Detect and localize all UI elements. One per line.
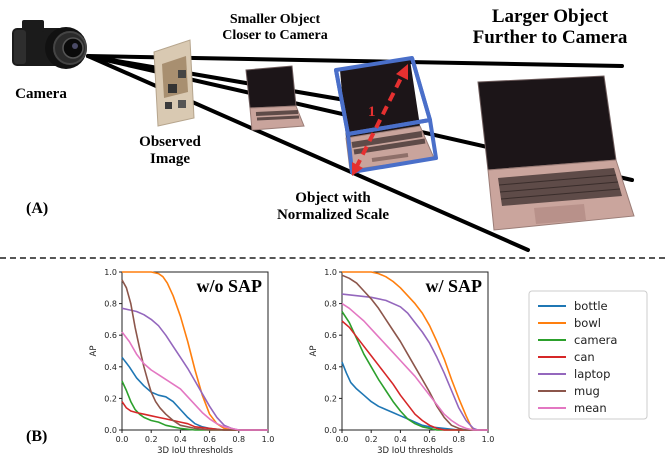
legend-label-bottle: bottle [574, 299, 608, 313]
panel-divider [0, 257, 665, 259]
x-tick-label: 0.4 [394, 435, 407, 444]
series-line-bowl [342, 271, 488, 431]
series-line-laptop [341, 293, 488, 431]
normalized-laptop-icon [340, 60, 435, 171]
small-object-label-line2: Closer to Camera [222, 27, 328, 43]
y-tick-label: 0.0 [324, 426, 337, 435]
series-line-can [341, 320, 488, 431]
series-line-mean [121, 331, 268, 431]
camera-label: Camera [15, 86, 67, 102]
perspective-diagram [12, 20, 635, 252]
legend-label-can: can [574, 350, 595, 364]
x-tick-label: 0.8 [232, 435, 245, 444]
normalized-bounding-box [334, 56, 438, 174]
y-tick-label: 0.8 [104, 300, 117, 309]
y-axis-label: AP [309, 346, 319, 357]
observed-image-plane [153, 39, 195, 127]
panel-b-tag: (B) [26, 428, 48, 445]
camera-icon [12, 20, 87, 69]
legend-label-mug: mug [574, 384, 600, 398]
y-tick-label: 1.0 [324, 268, 337, 277]
chart-with-sap: 0.0 0.2 0.4 0.6 0.8 1.0 0.0 0.2 0.4 0.6 0.8 1.0 3D I… [309, 268, 495, 456]
x-tick-label: 0.0 [336, 435, 349, 444]
x-tick-label: 0.8 [452, 435, 465, 444]
legend-label-laptop: laptop [574, 367, 610, 381]
observed-image-label-line1: Observed [139, 134, 201, 150]
chart-title: w/ SAP [425, 276, 482, 296]
normalized-scale-label-line2: Normalized Scale [276, 206, 390, 223]
large-laptop-icon [477, 75, 635, 231]
observed-image-label-line2: Image [150, 150, 190, 167]
legend-label-mean: mean [574, 401, 607, 415]
plot-frame [341, 271, 489, 431]
y-tick-label: 0.2 [324, 394, 337, 403]
normalized-scale-label: Object with Normalized Scale [248, 190, 418, 224]
series-line-camera [341, 311, 488, 431]
x-tick-label: 1.0 [482, 435, 495, 444]
chart-title: w/o SAP [196, 276, 262, 296]
legend-label-camera: camera [574, 333, 617, 347]
normalized-scale-label-line1: Object with [295, 190, 371, 206]
x-axis-label: 3D IoU thresholds [377, 446, 453, 456]
chart-legend: bottle bowl camera can laptop mug mean [528, 290, 648, 420]
x-tick-label: 0.2 [145, 435, 158, 444]
y-tick-label: 0.2 [104, 394, 117, 403]
y-axis-label: AP [89, 346, 99, 357]
small-laptop-icon [245, 65, 305, 131]
unit-diagonal-arrow [352, 64, 408, 176]
unit-length-label: 1 [368, 104, 376, 120]
series-line-can [121, 401, 268, 431]
series-line-camera [121, 380, 268, 431]
y-tick-label: 0.4 [324, 363, 337, 372]
chart-without-sap: 0.0 0.2 0.4 0.6 0.8 1.0 0.0 0.2 0.4 0.6 0.8 1.0 3D I… [89, 268, 275, 456]
ray-inner [86, 54, 347, 102]
series-line-mug [341, 274, 488, 431]
observed-image-label: Observed Image [120, 134, 220, 168]
y-tick-label: 0.6 [324, 331, 337, 340]
y-tick-label: 0.0 [104, 426, 117, 435]
y-tick-label: 0.4 [104, 363, 117, 372]
y-tick-label: 1.0 [104, 268, 117, 277]
series-line-mean [341, 302, 488, 431]
x-tick-label: 0.4 [174, 435, 187, 444]
small-object-label: Smaller Object Closer to Camera [200, 12, 350, 43]
large-object-label-line1: Larger Object [491, 6, 609, 27]
x-tick-label: 0.6 [423, 435, 436, 444]
large-object-label-line2: Further to Camera [472, 27, 628, 49]
small-object-label-line1: Smaller Object [229, 12, 321, 27]
x-axis-label: 3D IoU thresholds [157, 446, 233, 456]
large-object-label: Larger Object Further to Camera [450, 6, 650, 49]
y-tick-label: 0.6 [104, 331, 117, 340]
x-tick-label: 0.2 [365, 435, 378, 444]
x-tick-label: 1.0 [262, 435, 275, 444]
panel-a-tag: (A) [26, 200, 49, 217]
x-tick-label: 0.0 [116, 435, 129, 444]
legend-label-bowl: bowl [574, 316, 601, 330]
series-line-mug [121, 279, 268, 431]
x-tick-label: 0.6 [203, 435, 216, 444]
y-tick-label: 0.8 [324, 300, 337, 309]
series-line-laptop [121, 307, 268, 431]
